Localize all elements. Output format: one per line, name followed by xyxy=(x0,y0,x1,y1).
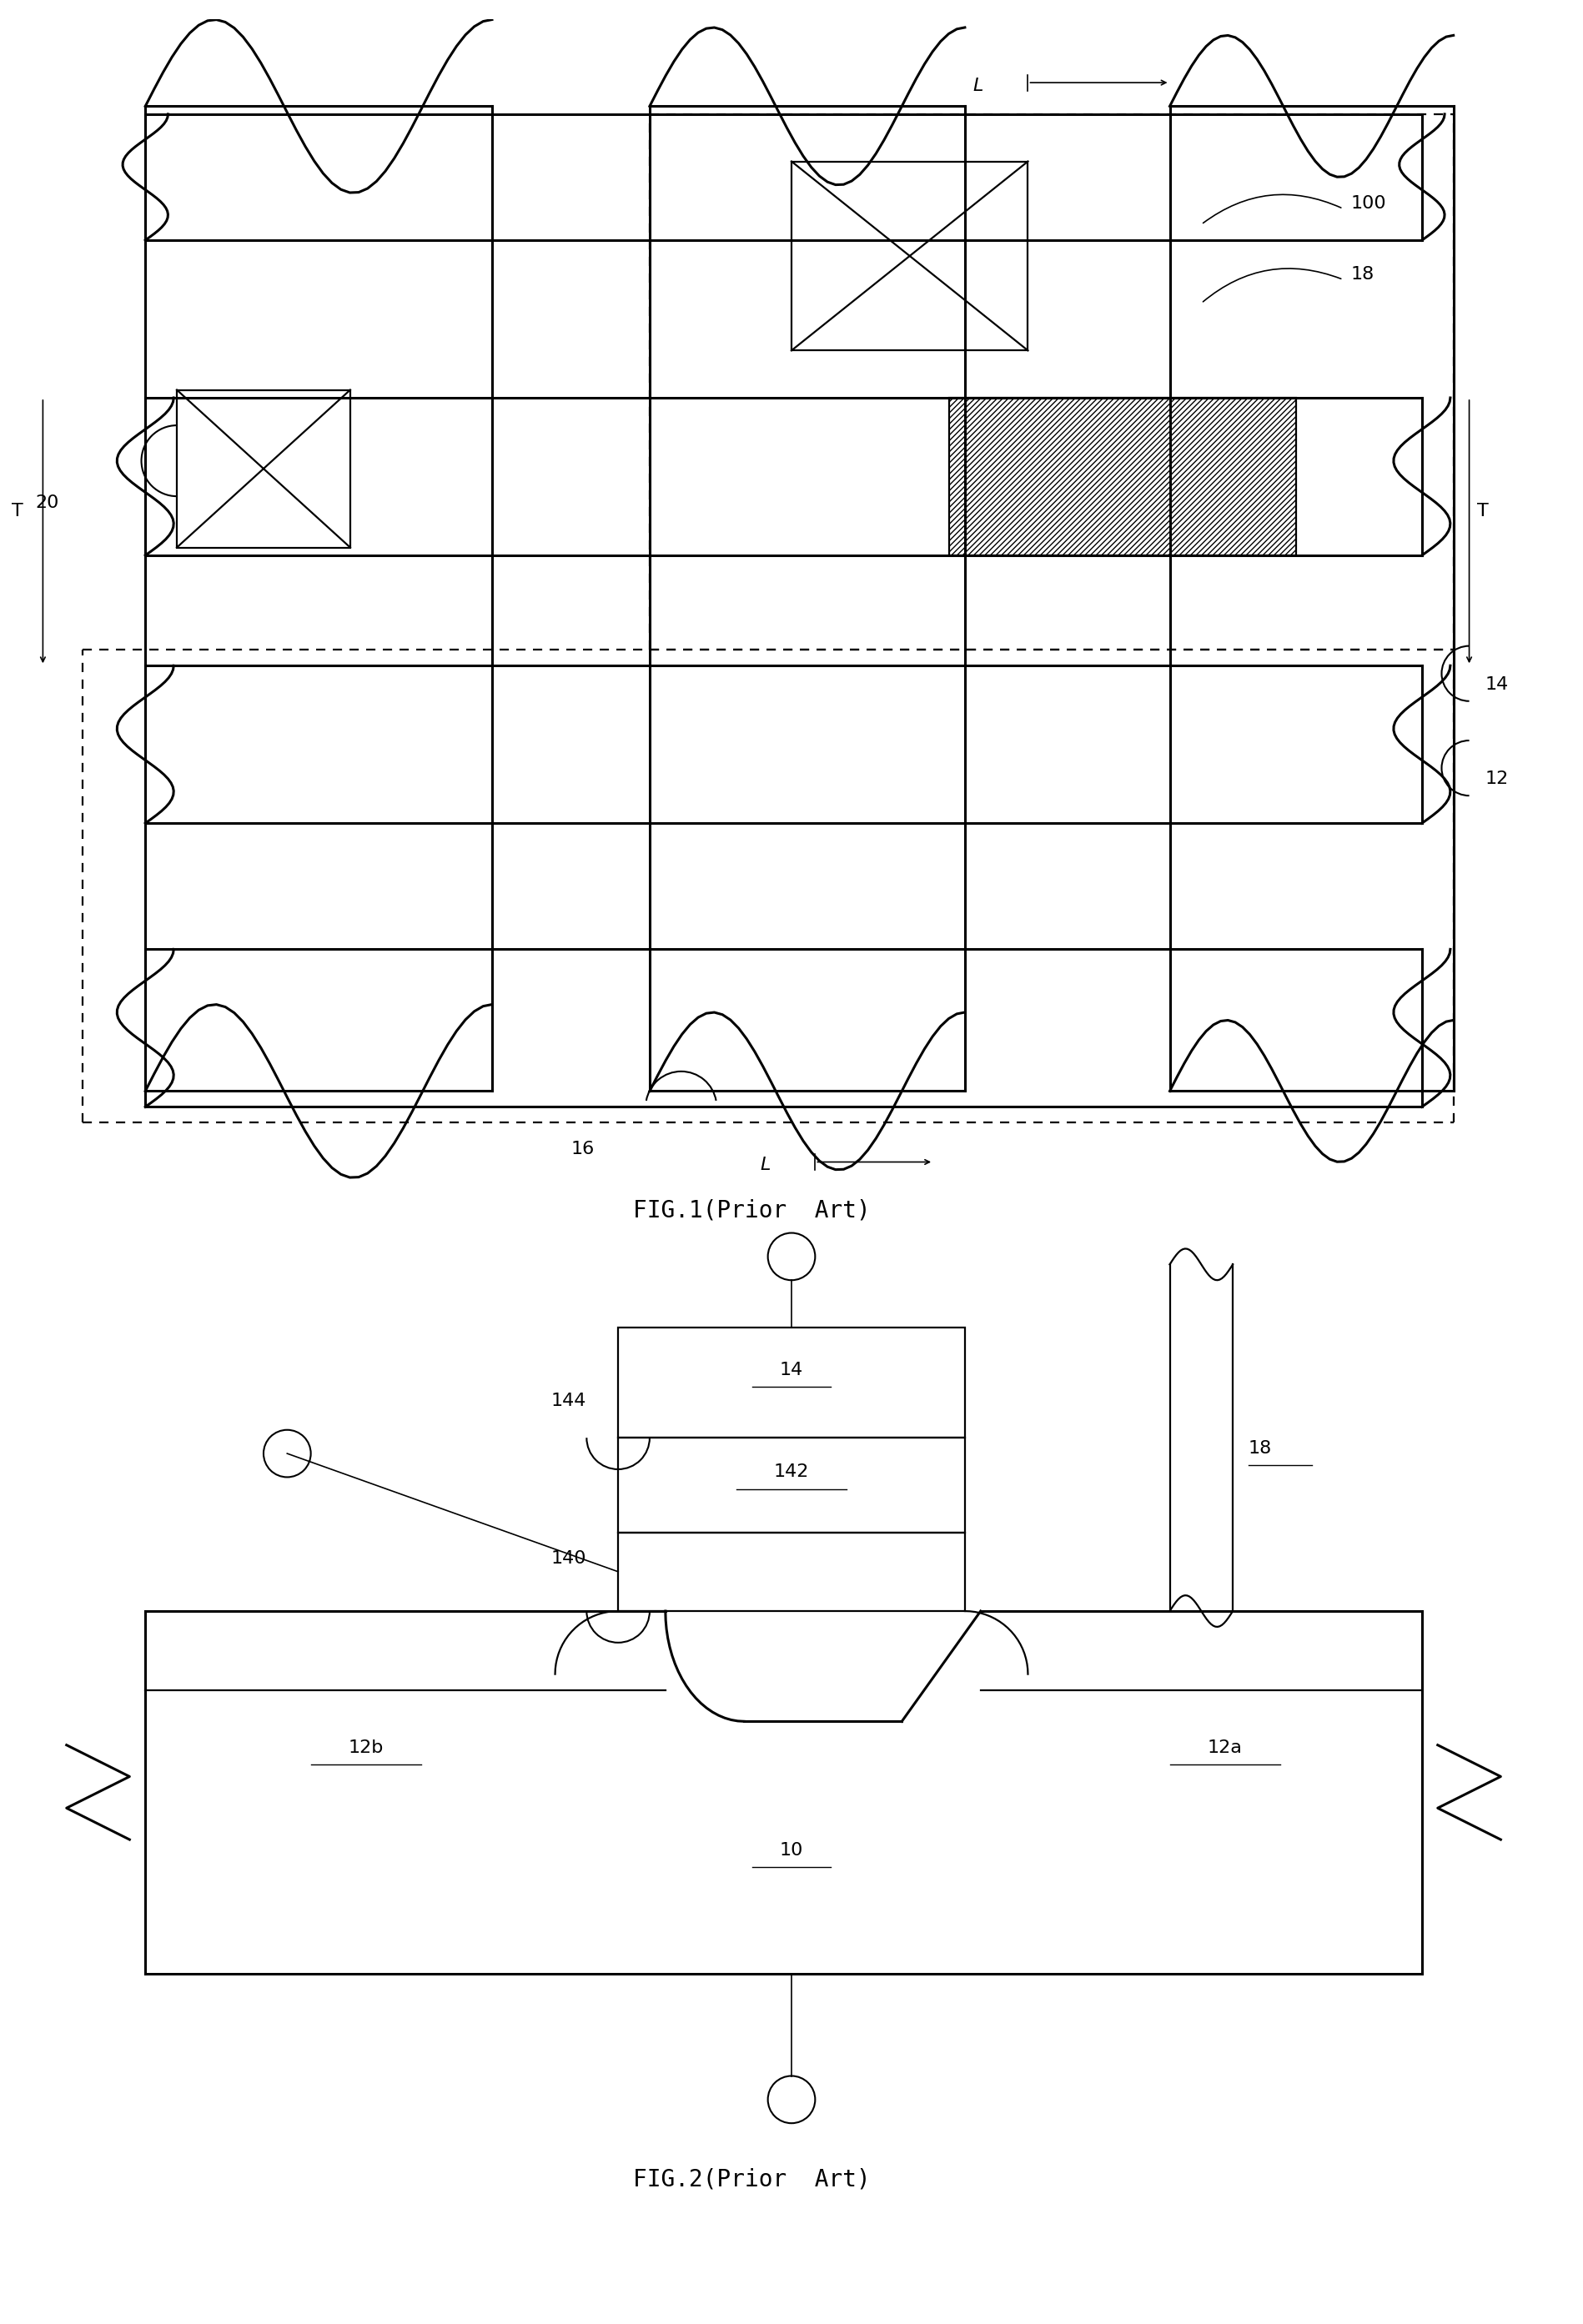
Text: 144: 144 xyxy=(551,1392,587,1411)
Bar xyxy=(617,1532,966,1611)
Text: T: T xyxy=(1477,502,1488,518)
Text: 18: 18 xyxy=(1350,267,1374,284)
Text: 12a: 12a xyxy=(1208,1741,1243,1757)
Bar xyxy=(177,390,350,548)
Text: FIG.2(Prior  Art): FIG.2(Prior Art) xyxy=(633,2168,871,2192)
Text: T: T xyxy=(11,502,22,518)
Text: 12: 12 xyxy=(1485,772,1509,788)
Text: 100: 100 xyxy=(1350,195,1387,211)
Text: L: L xyxy=(760,1157,771,1174)
Text: L: L xyxy=(972,77,983,93)
Text: 18: 18 xyxy=(1249,1441,1273,1457)
Bar xyxy=(617,1439,966,1532)
Text: 140: 140 xyxy=(551,1550,587,1566)
Text: 12b: 12b xyxy=(348,1741,383,1757)
Text: 10: 10 xyxy=(780,1843,803,1859)
Text: 142: 142 xyxy=(774,1464,809,1480)
Text: 14: 14 xyxy=(780,1362,803,1378)
Bar xyxy=(617,1327,966,1439)
Text: FIG.1(Prior  Art): FIG.1(Prior Art) xyxy=(633,1199,871,1222)
Text: 16: 16 xyxy=(571,1141,594,1157)
Bar xyxy=(950,397,1296,555)
Bar xyxy=(792,160,1027,351)
Text: 20: 20 xyxy=(35,495,59,511)
Text: 14: 14 xyxy=(1485,676,1509,693)
